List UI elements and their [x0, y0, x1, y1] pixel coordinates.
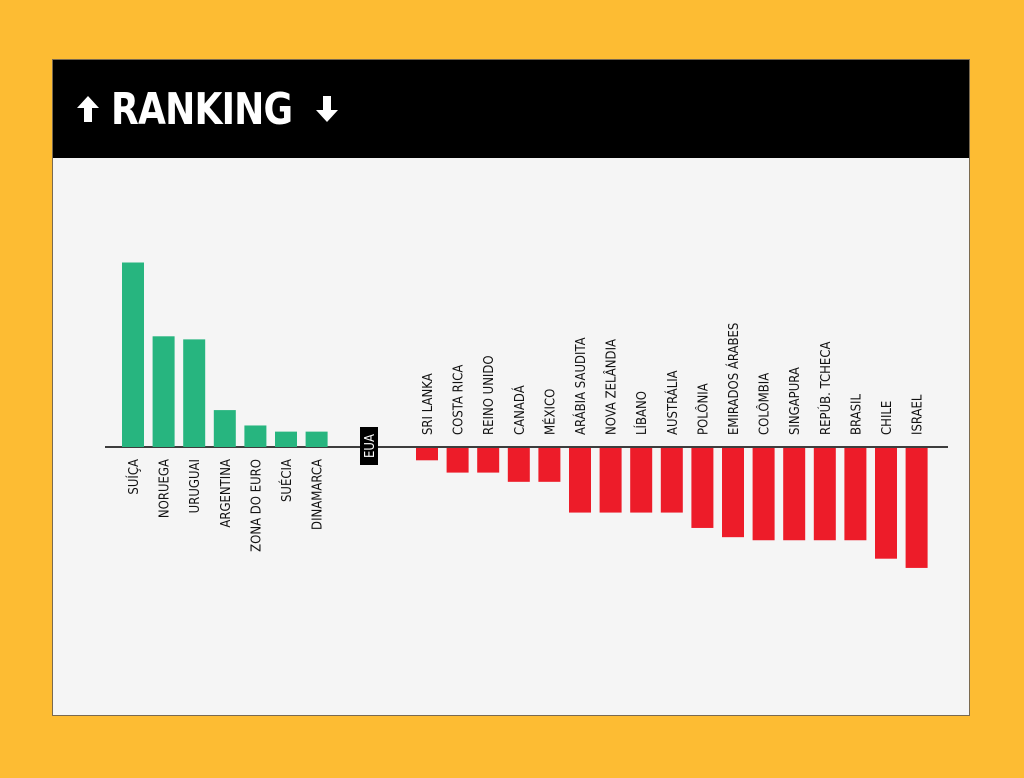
chart-card: RANKING SUÍÇA NORUEGA URUGUAI ARGENTINA ZONA… [52, 59, 970, 716]
category-label: COLÔMBIA [757, 373, 773, 435]
category-label: REINO UNIDO [482, 355, 497, 435]
category-label: LÍBANO [634, 391, 650, 435]
bar [446, 448, 469, 473]
category-label: URUGUAI [188, 459, 203, 513]
bar [660, 448, 683, 513]
bar [183, 339, 206, 447]
category-label: POLÔNIA [695, 383, 711, 435]
bar [305, 431, 328, 447]
category-label: COSTA RICA [452, 365, 467, 435]
category-label: ISRAEL [911, 394, 926, 435]
bar [813, 448, 836, 541]
category-label: REPÚB. TCHECA [818, 342, 834, 435]
bar [783, 448, 806, 541]
category-label: SRI LANKA [421, 373, 436, 435]
category-label: BRASIL [849, 394, 864, 435]
bar [152, 336, 175, 447]
bar [122, 262, 144, 447]
bar [599, 448, 622, 513]
category-label: ARGENTINA [219, 459, 234, 528]
bar [507, 448, 530, 482]
bar [844, 448, 867, 541]
page-title: RANKING [111, 83, 293, 135]
bar [905, 448, 928, 568]
category-label: NORUEGA [158, 459, 173, 518]
bar [538, 448, 561, 482]
category-label: ZONA DO EURO [249, 459, 264, 552]
category-label: CANADÁ [512, 385, 528, 435]
category-label: SUÍÇA [126, 459, 142, 495]
header-bar: RANKING [53, 60, 969, 158]
bar-chart: SUÍÇA NORUEGA URUGUAI ARGENTINA ZONA DO EURO… [105, 262, 948, 568]
bar [691, 448, 714, 528]
bar [416, 448, 438, 461]
arrow-up-icon [77, 96, 99, 122]
category-label: AUSTRÁLIA [665, 370, 681, 435]
category-label: EMIRADOS ÁRABES [726, 323, 742, 435]
category-label: EUA [363, 434, 378, 458]
category-label: MÉXICO [542, 389, 558, 435]
bar [722, 448, 744, 538]
category-label: NOVA ZELÂNDIA [604, 339, 620, 435]
bar [275, 431, 297, 447]
category-label: CHILE [880, 401, 895, 435]
category-label: DINAMARCA [311, 459, 326, 530]
bar [477, 448, 500, 473]
bar [875, 448, 897, 559]
bar [630, 448, 653, 513]
bar [752, 448, 775, 541]
category-label: SINGAPURA [788, 367, 803, 435]
bar [569, 448, 591, 513]
arrow-down-icon [316, 96, 339, 122]
bar [213, 410, 236, 447]
bar [244, 425, 267, 447]
category-label: ARÁBIA SAUDITA [573, 337, 589, 435]
category-label: SUÉCIA [279, 459, 295, 502]
category-label-highlight: EUA [360, 427, 378, 465]
